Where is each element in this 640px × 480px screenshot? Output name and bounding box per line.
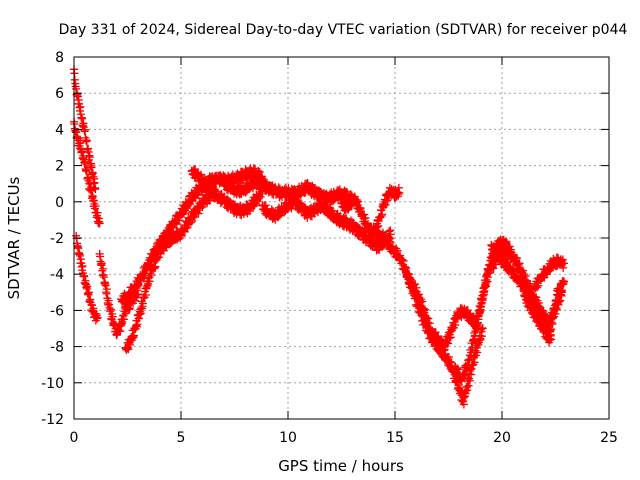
data-point: [399, 256, 408, 265]
data-point: [93, 208, 102, 217]
x-axis-title: GPS time / hours: [278, 457, 404, 475]
data-point: [124, 345, 133, 354]
y-tick-label: -8: [50, 340, 64, 356]
data-point: [133, 320, 142, 329]
data-point: [465, 376, 474, 385]
data-point: [386, 230, 395, 239]
y-tick-label: -2: [50, 231, 64, 247]
y-axis-title: SDTVAR / TECUs: [5, 176, 23, 299]
data-point: [120, 298, 129, 307]
y-tick-label: -6: [50, 303, 64, 319]
x-tick-label: 5: [177, 430, 186, 446]
y-tick-label: -12: [41, 412, 64, 428]
y-tick-label: 2: [55, 159, 64, 175]
y-tick-label: 0: [55, 195, 64, 211]
series-track-11: [369, 222, 487, 409]
data-point: [162, 235, 171, 244]
data-point: [463, 386, 472, 395]
x-tick-label: 15: [386, 430, 404, 446]
data-point: [354, 197, 363, 206]
y-tick-label: 4: [55, 122, 64, 138]
data-point: [120, 315, 129, 324]
data-point: [459, 400, 468, 409]
x-tick-label: 10: [279, 430, 297, 446]
data-point: [81, 125, 90, 134]
data-point: [145, 277, 154, 286]
y-tick-label: 8: [55, 50, 64, 66]
data-point: [97, 259, 106, 268]
y-tick-label: 6: [55, 86, 64, 102]
data-point: [187, 197, 196, 206]
data-point: [85, 153, 94, 162]
y-tick-label: -4: [50, 267, 64, 283]
data-point: [464, 381, 473, 390]
data-point: [76, 138, 85, 147]
axis-ticks-layer: -12 -10 -8 -6 -4 -2 0 2 4 6 8 0 5 10 15 20 25: [41, 50, 618, 446]
data-points-layer: [70, 65, 569, 409]
data-point: [73, 92, 82, 101]
data-point: [84, 147, 93, 156]
data-point: [381, 200, 390, 209]
data-point: [177, 231, 186, 240]
data-point: [395, 188, 404, 197]
data-point: [87, 163, 96, 172]
data-point: [73, 134, 82, 143]
data-point: [93, 313, 102, 322]
grid-layer: [74, 57, 609, 419]
y-tick-label: -10: [41, 376, 64, 392]
data-point: [386, 237, 395, 246]
data-point: [376, 213, 385, 222]
data-point: [378, 210, 387, 219]
data-point: [91, 185, 100, 194]
chart-title: Day 331 of 2024, Sidereal Day-to-day VTE…: [59, 22, 628, 38]
data-point: [360, 210, 369, 219]
data-point: [95, 219, 104, 228]
data-point: [125, 304, 134, 313]
data-point: [129, 288, 138, 297]
data-point: [197, 170, 206, 179]
x-tick-label: 0: [70, 430, 79, 446]
data-point: [245, 207, 254, 216]
data-point: [81, 157, 90, 166]
x-tick-label: 20: [493, 430, 511, 446]
data-point: [347, 201, 356, 210]
data-point: [254, 166, 263, 175]
data-point: [165, 230, 174, 238]
data-point: [447, 358, 456, 367]
data-point: [444, 352, 453, 361]
data-point: [134, 290, 143, 299]
data-point: [175, 216, 184, 225]
data-point: [162, 243, 171, 252]
data-point: [129, 331, 138, 340]
series-track-1: [70, 117, 104, 228]
data-point: [102, 285, 111, 294]
data-point: [106, 305, 115, 314]
data-point: [82, 136, 91, 145]
data-point: [446, 357, 455, 366]
data-point: [78, 262, 87, 271]
data-point: [84, 288, 93, 297]
data-point: [352, 196, 361, 205]
data-point: [210, 185, 219, 194]
data-point: [152, 249, 161, 258]
data-point: [83, 282, 92, 291]
data-point: [172, 220, 181, 229]
data-point: [151, 262, 160, 271]
series-track-3: [72, 231, 102, 325]
series-track-7: [187, 165, 267, 220]
data-point: [75, 251, 84, 260]
series-track-4: [95, 249, 143, 340]
data-point: [398, 255, 407, 264]
data-point: [76, 102, 85, 111]
data-point: [82, 165, 91, 174]
series-track-5: [121, 183, 220, 354]
data-point: [303, 213, 312, 222]
x-tick-label: 25: [600, 430, 618, 446]
data-point: [267, 205, 276, 214]
data-point: [229, 179, 238, 188]
data-point: [166, 228, 175, 237]
